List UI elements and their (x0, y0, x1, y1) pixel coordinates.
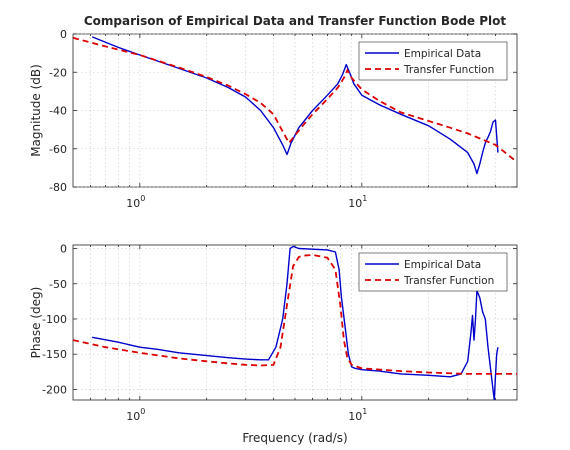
phase-plot: 0 -50 -100 -150 -200 100 101 Phase (deg) Frequen… (29, 243, 518, 445)
y-tick-label: 0 (60, 243, 67, 256)
y-axis-label: Phase (deg) (29, 287, 43, 359)
y-tick-label: -80 (49, 181, 67, 194)
legend-entry: Transfer Function (403, 275, 494, 287)
legend-box (358, 41, 508, 81)
series-line-empirical-data (91, 36, 499, 175)
chart-title: Comparison of Empirical Data and Transfe… (84, 14, 507, 28)
y-tick-label: -40 (49, 105, 67, 118)
series-group (73, 245, 517, 400)
y-tick-label: -50 (49, 278, 67, 291)
grid (73, 245, 517, 400)
series-line-empirical-data (92, 245, 499, 400)
y-tick-label: -150 (42, 348, 67, 361)
series-group (73, 36, 517, 175)
y-tick-label: -20 (49, 66, 67, 79)
magnitude-plot: 0 -20 -40 -60 -80 100 101 Magnitude (dB) Empiric… (29, 28, 518, 210)
legend: Empirical Data Transfer Function (358, 252, 508, 292)
x-tick-label: 100 (126, 194, 145, 210)
y-tick-label: -60 (49, 143, 67, 156)
y-axis-label: Magnitude (dB) (29, 64, 43, 157)
x-tick-label: 100 (126, 407, 145, 423)
legend-entry: Empirical Data (404, 48, 481, 60)
y-tick-label: -100 (42, 313, 67, 326)
x-tick-label: 101 (348, 194, 367, 210)
legend-entry: Empirical Data (404, 259, 481, 271)
x-axis-label: Frequency (rad/s) (242, 431, 347, 445)
series-line-transfer-function (73, 36, 517, 163)
legend-box (358, 252, 508, 292)
legend-entry: Transfer Function (403, 64, 494, 76)
legend: Empirical Data Transfer Function (358, 41, 508, 81)
y-tick-label: -200 (42, 383, 67, 396)
series-line-transfer-function (73, 253, 517, 375)
y-tick-label: 0 (60, 28, 67, 41)
x-tick-label: 101 (348, 407, 367, 423)
